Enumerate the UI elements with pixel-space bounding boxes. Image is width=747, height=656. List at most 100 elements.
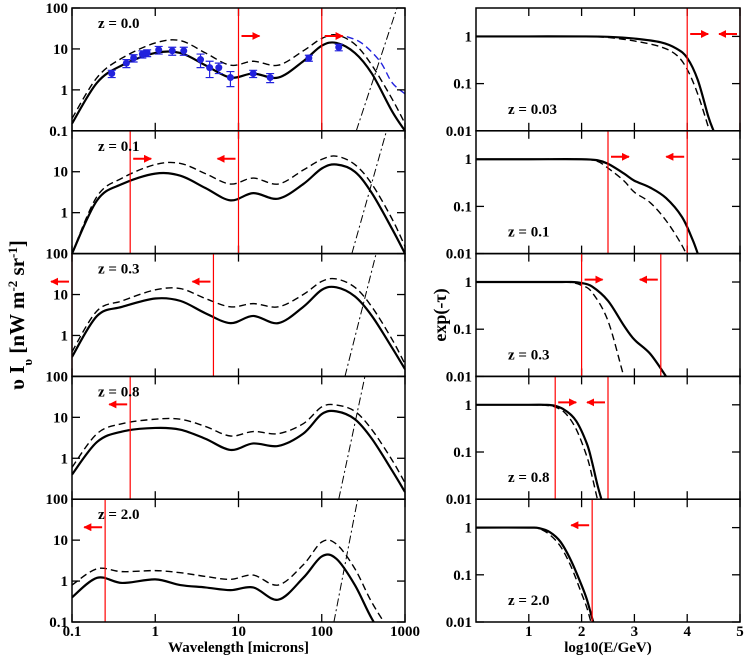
panel: 1 10 z = 0.1	[53, 130, 406, 255]
data-point	[266, 74, 274, 82]
y-tick-label: 0.1	[49, 124, 68, 140]
panel-label: z = 0.3	[98, 262, 139, 278]
line	[72, 285, 405, 370]
data-point	[168, 47, 176, 55]
y-tick-label: 0.1	[49, 615, 68, 631]
y-tick-label: 1	[465, 29, 473, 45]
y-tick-label: 1	[465, 275, 473, 291]
y-tick-label: 100	[46, 369, 69, 385]
y-tick-label: 0.1	[453, 445, 472, 461]
y-tick-label: 1	[465, 521, 473, 537]
panel-label: z = 0.1	[508, 225, 549, 241]
line	[333, 499, 359, 623]
line	[72, 539, 385, 623]
data-point	[122, 59, 130, 67]
plot-area	[72, 130, 405, 254]
line	[476, 404, 599, 500]
x-tick-label: 5	[736, 624, 744, 640]
x-axis-label: log10(E/GeV)	[564, 640, 652, 656]
y-tick-label: 1	[61, 574, 69, 590]
panel-label: z = 2.0	[98, 507, 139, 523]
panel: 0.01 0.1 1 z = 0.8	[446, 375, 741, 508]
y-tick-label: 100	[46, 1, 69, 17]
y-tick-label: 1	[61, 451, 69, 467]
y-axis-label-part: υ I	[5, 366, 29, 390]
x-tick-label: 1000	[390, 624, 420, 640]
y-tick-label: 1	[465, 398, 473, 414]
y-tick-label: 1	[61, 83, 69, 99]
line	[72, 155, 405, 254]
data-point	[335, 43, 343, 51]
x-tick-label: 3	[631, 624, 639, 640]
y-tick-label: 10	[53, 533, 68, 549]
x-tick-label: 100	[311, 624, 334, 640]
data-point	[155, 46, 163, 54]
data-point	[180, 47, 188, 55]
x-tick-label: 2	[578, 624, 586, 640]
y-tick-label: 1	[465, 152, 473, 168]
data-point	[130, 54, 138, 62]
x-tick-label: 4	[683, 624, 691, 640]
y-tick-label: 10	[53, 410, 68, 426]
y-tick-label: 100	[46, 492, 69, 508]
data-point	[206, 64, 214, 72]
line	[72, 403, 405, 484]
panel: 0.01 0.1 1 z = 0.1	[446, 130, 741, 263]
panel-label: z = 0.8	[98, 384, 139, 400]
y-axis-label-part: -1	[5, 247, 20, 258]
y-axis-label-part: υ	[20, 359, 35, 366]
y-axis-label-part: ]	[5, 240, 29, 247]
line	[476, 526, 595, 623]
plot-area	[72, 376, 405, 500]
line	[476, 526, 592, 623]
line	[476, 280, 667, 377]
line	[346, 35, 405, 95]
data-point	[226, 74, 234, 82]
y-axis-label: υ Iυ [nW m-2 sr-1]	[5, 240, 35, 390]
panel: 1 10 100 z = 0.3 υ Iυ [nW m-2 sr-1]	[5, 240, 406, 390]
panel: 1 10 100 z = 0.8	[46, 369, 406, 500]
y-tick-label: 100	[46, 247, 69, 263]
line	[72, 33, 405, 124]
panel-frame	[71, 498, 406, 623]
line	[476, 158, 687, 254]
y-axis-label-part: -2	[5, 281, 20, 292]
line	[72, 163, 405, 254]
line	[351, 130, 388, 254]
y-tick-label: 0.1	[453, 568, 472, 584]
y-tick-label: 0.01	[446, 492, 472, 508]
y-axis-label-part: exp(-τ)	[430, 288, 451, 341]
line	[344, 253, 377, 377]
plot-area	[72, 253, 405, 377]
line	[476, 403, 603, 500]
plot-area	[476, 403, 603, 500]
panel: 0.01 0.1 1 z = 0.3 exp(-τ)	[430, 252, 741, 385]
data-point	[305, 54, 313, 62]
line	[476, 281, 625, 377]
data-point	[108, 70, 116, 78]
y-axis-label-part: [nW m	[5, 291, 29, 359]
y-tick-label: 0.1	[453, 322, 472, 338]
data-point	[249, 70, 257, 78]
y-tick-label: 0.1	[453, 77, 472, 93]
y-axis-label-part: sr	[5, 258, 29, 281]
panel: 0.1 1 10 100 0.1 1 10 100 1000 z = 2.0 Wavelength …	[46, 492, 421, 656]
line	[72, 409, 405, 493]
x-tick-label: 1	[525, 624, 533, 640]
line	[72, 553, 376, 623]
x-tick-label: 10	[231, 624, 246, 640]
line	[355, 8, 398, 131]
plot-area	[476, 526, 595, 623]
line	[72, 277, 405, 365]
y-tick-label: 10	[53, 42, 68, 58]
x-tick-label: 1	[152, 624, 160, 640]
panel-label: z = 0.3	[508, 347, 549, 363]
x-tick-label: 0.1	[63, 624, 82, 640]
y-tick-label: 1	[61, 328, 69, 344]
panel-frame	[475, 498, 741, 623]
y-tick-label: 0.01	[446, 615, 472, 631]
y-tick-label: 0.01	[446, 124, 472, 140]
plot-area	[476, 280, 667, 377]
y-tick-label: 1	[61, 206, 69, 222]
